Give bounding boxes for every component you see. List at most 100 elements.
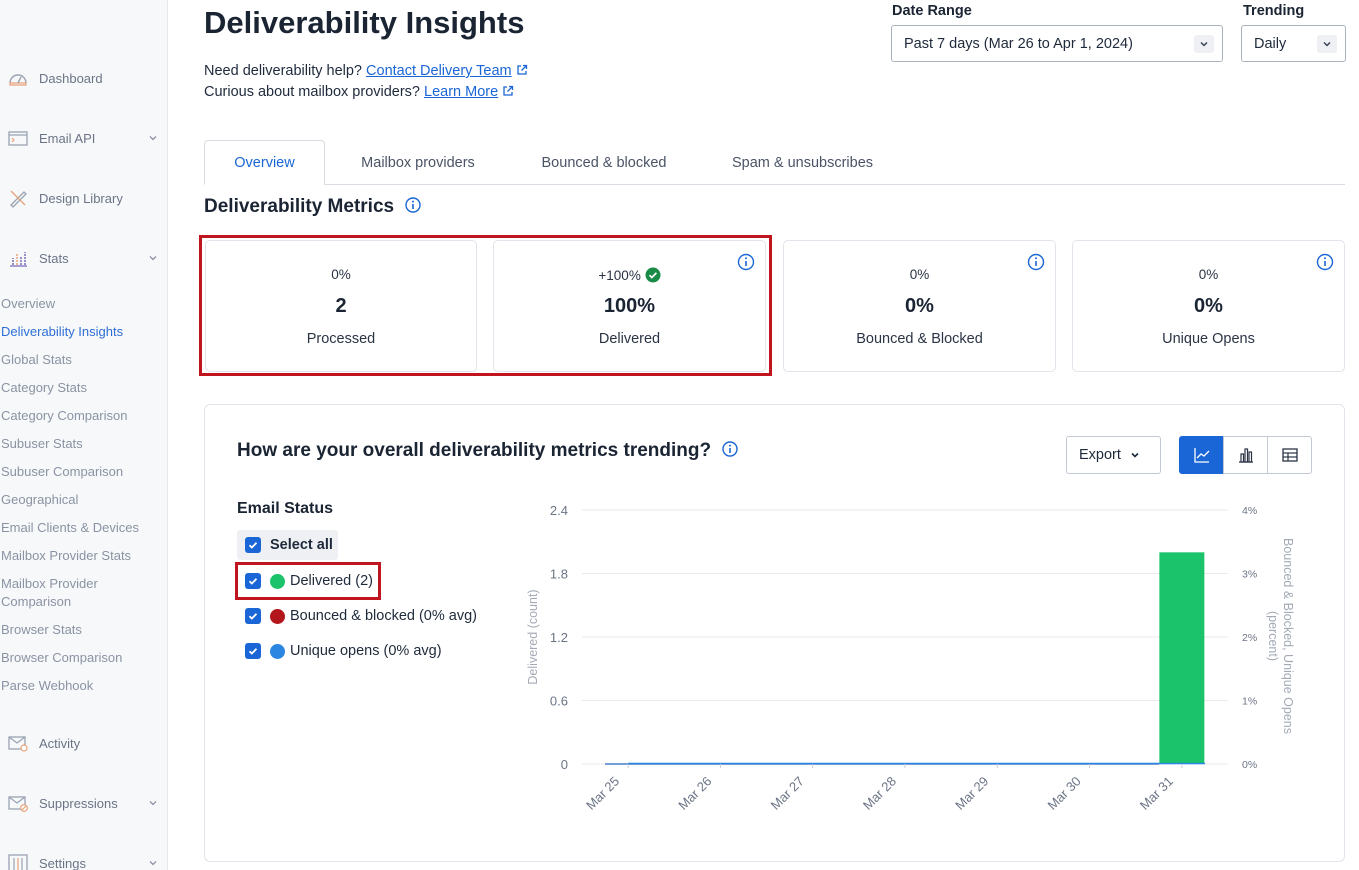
legend-dot xyxy=(270,643,285,659)
check-circle-icon xyxy=(645,267,661,283)
sidebar-subitem-label-line2: Comparison xyxy=(1,594,72,609)
metric-change-wrap: +100% xyxy=(494,267,765,283)
help-prefix: Need deliverability help? xyxy=(204,63,362,79)
sidebar-subitem-mailbox-provider-stats[interactable]: Mailbox Provider Stats xyxy=(1,548,132,563)
sidebar-subitem-geographical[interactable]: Geographical xyxy=(1,492,79,507)
bar-chart-icon xyxy=(10,252,27,267)
trend-panel xyxy=(204,404,1345,862)
pencil-ruler-icon xyxy=(10,190,27,208)
section-title: Deliverability Metrics xyxy=(204,196,422,218)
trending-select[interactable]: Daily xyxy=(1241,25,1346,62)
date-range-value: Past 7 days (Mar 26 to Apr 1, 2024) xyxy=(904,35,1133,52)
sidebar-subitem-subuser-stats[interactable]: Subuser Stats xyxy=(1,436,83,451)
select-all-label: Select all xyxy=(270,537,333,553)
metric-value: 0% xyxy=(1194,295,1223,317)
sidebar-subitem-email-clients-devices[interactable]: Email Clients & Devices xyxy=(1,520,139,535)
envelope-search-icon xyxy=(8,736,28,752)
select-all-checkbox[interactable]: Select all xyxy=(237,530,338,560)
metric-value: 0% xyxy=(905,295,934,317)
line-chart-view-button[interactable] xyxy=(1179,436,1224,474)
sidebar-subitem-mailbox-provider-comparison[interactable]: Mailbox Provider Comparison xyxy=(1,575,161,611)
bar-chart-view-button[interactable] xyxy=(1223,436,1268,474)
sidebar-subitem-category-comparison[interactable]: Category Comparison xyxy=(1,408,128,423)
sidebar-subitem-label-line1: Mailbox Provider xyxy=(1,576,98,591)
envelope-block-icon xyxy=(8,796,28,812)
info-icon[interactable] xyxy=(1027,253,1045,271)
external-link-icon[interactable] xyxy=(502,85,514,97)
trending-value: Daily xyxy=(1254,35,1287,52)
metric-card-delivered: +100% 100% Delivered xyxy=(493,240,766,372)
sidebar-item-label: Suppressions xyxy=(39,795,118,811)
contact-delivery-team-link[interactable]: Contact Delivery Team xyxy=(366,63,512,79)
help-text-mailbox: Curious about mailbox providers? Learn M… xyxy=(204,84,514,100)
chevron-down-icon xyxy=(1194,35,1214,53)
metric-change: +100% xyxy=(598,268,641,283)
sidebar-subitem-parse-webhook[interactable]: Parse Webhook xyxy=(1,678,94,693)
sidebar-subitem-global-stats[interactable]: Global Stats xyxy=(1,352,72,367)
sidebar-item-activity[interactable]: Activity xyxy=(0,728,168,758)
sidebar-subitem-deliverability-insights[interactable]: Deliverability Insights xyxy=(1,324,124,339)
metric-value: 2 xyxy=(335,295,347,317)
metric-label: Bounced & Blocked xyxy=(856,331,983,347)
gauge-icon xyxy=(9,74,27,86)
status-label: Bounced & blocked (0% avg) xyxy=(290,608,477,624)
sidebar-item-email-api[interactable]: Email API xyxy=(0,123,168,153)
sidebar-subitem-browser-comparison[interactable]: Browser Comparison xyxy=(1,650,123,665)
status-checkbox-delivered[interactable]: Delivered (2) xyxy=(237,566,373,596)
trending-label: Trending xyxy=(1243,3,1305,19)
deliverability-metrics-title: Deliverability Metrics xyxy=(204,196,395,217)
terminal-icon xyxy=(8,131,28,146)
sidebar: Dashboard Email API Design Library Stats… xyxy=(0,0,168,870)
metric-card-bounced-blocked: 0% 0% Bounced & Blocked xyxy=(783,240,1056,372)
tab-bounced-blocked[interactable]: Bounced & blocked xyxy=(541,154,667,171)
tab-overview[interactable]: Overview xyxy=(204,140,325,185)
export-button[interactable]: Export xyxy=(1066,436,1161,474)
checkbox-checked-icon xyxy=(245,573,261,589)
metric-card-processed: 0% 2 Processed xyxy=(205,240,477,372)
sidebar-item-label: Settings xyxy=(39,855,86,870)
trend-title: How are your overall deliverability metr… xyxy=(237,440,739,462)
date-range-select[interactable]: Past 7 days (Mar 26 to Apr 1, 2024) xyxy=(891,25,1223,62)
export-label: Export xyxy=(1079,447,1121,463)
external-link-icon[interactable] xyxy=(516,64,528,76)
tab-spam-unsubscribes[interactable]: Spam & unsubscribes xyxy=(731,154,874,171)
page-title: Deliverability Insights xyxy=(204,5,525,40)
status-checkbox-bounced-blocked[interactable]: Bounced & blocked (0% avg) xyxy=(237,601,477,631)
table-icon xyxy=(1281,448,1298,462)
info-icon[interactable] xyxy=(1316,253,1334,271)
chevron-down-icon xyxy=(1317,35,1337,53)
learn-more-link[interactable]: Learn More xyxy=(424,84,499,100)
chevron-down-icon xyxy=(149,801,157,806)
sidebar-item-settings[interactable]: Settings xyxy=(0,848,168,870)
checkbox-checked-icon xyxy=(245,643,261,659)
info-icon[interactable] xyxy=(405,197,422,213)
tab-mailbox-providers[interactable]: Mailbox providers xyxy=(361,154,475,171)
sidebar-subitem-browser-stats[interactable]: Browser Stats xyxy=(1,622,82,637)
sidebar-item-label: Dashboard xyxy=(39,70,103,86)
metric-value: 100% xyxy=(603,295,656,317)
metric-label: Unique Opens xyxy=(1162,331,1255,347)
sidebar-item-label: Email API xyxy=(39,130,96,146)
metric-change: 0% xyxy=(1198,267,1219,282)
legend-dot xyxy=(270,608,285,624)
status-checkbox-unique-opens[interactable]: Unique opens (0% avg) xyxy=(237,636,442,666)
chevron-down-icon xyxy=(149,256,157,261)
sidebar-item-dashboard[interactable]: Dashboard xyxy=(0,63,168,93)
metric-label: Delivered xyxy=(598,331,661,347)
metric-card-unique-opens: 0% 0% Unique Opens xyxy=(1072,240,1345,372)
sidebar-item-design-library[interactable]: Design Library xyxy=(0,183,168,213)
legend-dot xyxy=(270,573,285,589)
date-range-label: Date Range xyxy=(892,3,972,19)
info-icon[interactable] xyxy=(722,441,739,457)
bar-chart-icon xyxy=(1238,448,1253,463)
metric-label: Processed xyxy=(306,331,376,347)
sidebar-subitem-category-stats[interactable]: Category Stats xyxy=(1,380,87,395)
chevron-down-icon xyxy=(149,861,157,866)
sidebar-subitem-subuser-comparison[interactable]: Subuser Comparison xyxy=(1,464,124,479)
info-icon[interactable] xyxy=(737,253,755,271)
sidebar-subitem-overview[interactable]: Overview xyxy=(1,296,56,311)
table-view-button[interactable] xyxy=(1267,436,1312,474)
sidebar-item-stats[interactable]: Stats xyxy=(0,243,168,273)
sidebar-item-label: Stats xyxy=(39,250,69,266)
sidebar-item-suppressions[interactable]: Suppressions xyxy=(0,788,168,818)
